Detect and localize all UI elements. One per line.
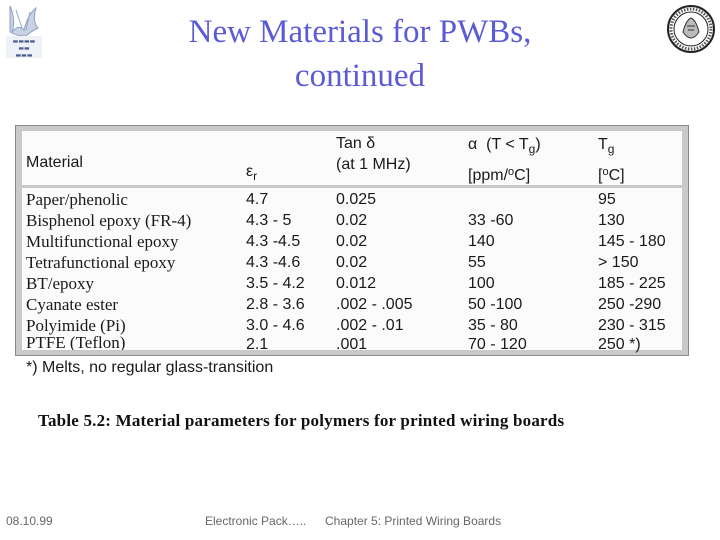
cell-material: Paper/phenolic bbox=[26, 190, 128, 209]
cell-alpha: 70 - 120 bbox=[468, 336, 527, 353]
cell-tg: 230 - 315 bbox=[598, 317, 666, 334]
header-alpha: α (T < Tg) bbox=[468, 134, 541, 160]
cell-tg: 185 - 225 bbox=[598, 275, 666, 292]
header-alpha-condition-sub: g bbox=[528, 142, 536, 156]
cell-material: Polyimide (Pi) bbox=[26, 316, 126, 335]
cell-permittivity: 4.7 bbox=[246, 191, 269, 208]
cell-tg: 130 bbox=[598, 212, 625, 229]
university-logo-left: ▬▬▬▬ ▬▬ ▬▬▬ bbox=[2, 2, 48, 64]
header-permittivity-symbol: ε bbox=[246, 163, 254, 180]
cell-tan-delta: .001 bbox=[336, 336, 368, 353]
header-alpha-unit: [ppm/oC] bbox=[468, 162, 530, 186]
material-table: Material εr Tan δ (at 1 MHz) α (T < Tg) … bbox=[15, 125, 689, 356]
cell-material: BT/epoxy bbox=[26, 274, 94, 293]
footer-course: Electronic Pack….. bbox=[205, 514, 307, 528]
header-permittivity: εr bbox=[246, 161, 257, 187]
cell-permittivity: 3.0 - 4.6 bbox=[246, 317, 305, 334]
cell-alpha: 35 - 80 bbox=[468, 317, 518, 334]
header-alpha-unit-degree: o bbox=[508, 166, 515, 178]
slide-title: New Materials for PWBs, continued bbox=[120, 10, 600, 98]
header-tg-unit-degree: o bbox=[602, 166, 609, 178]
header-tg-unit-end: C] bbox=[608, 167, 625, 184]
cell-tg: 250 -290 bbox=[598, 296, 662, 313]
cell-tan-delta: .002 - .005 bbox=[336, 296, 413, 313]
cell-tg: > 150 bbox=[598, 254, 639, 271]
cell-permittivity: 4.3 - 5 bbox=[246, 212, 292, 229]
cell-tan-delta: 0.02 bbox=[336, 254, 368, 271]
header-material: Material bbox=[26, 154, 83, 171]
svg-text:▬▬: ▬▬ bbox=[18, 45, 30, 52]
footer-date: 08.10.99 bbox=[6, 514, 53, 528]
cell-tg: 95 bbox=[598, 191, 616, 208]
header-alpha-condition: (T < T bbox=[486, 136, 529, 153]
cell-tan-delta: .002 - .01 bbox=[336, 317, 404, 334]
cell-alpha: 140 bbox=[468, 233, 495, 250]
header-tg: Tg bbox=[598, 134, 614, 160]
cell-tg: 250 *) bbox=[598, 336, 641, 353]
cell-material: Cyanate ester bbox=[26, 295, 119, 314]
slide-title-line-1: New Materials for PWBs, bbox=[188, 14, 532, 50]
cell-alpha: 33 -60 bbox=[468, 212, 514, 229]
cell-material: PTFE (Teflon) bbox=[26, 336, 126, 350]
header-tg-unit-start: [ bbox=[598, 167, 603, 184]
cell-tan-delta: 0.012 bbox=[336, 275, 377, 292]
cell-alpha: 100 bbox=[468, 275, 495, 292]
svg-text:▬▬▬: ▬▬▬ bbox=[15, 52, 32, 59]
header-tan-delta-frequency: (at 1 MHz) bbox=[336, 156, 411, 173]
header-tg-symbol: T bbox=[598, 136, 608, 153]
cell-tg: 145 - 180 bbox=[598, 233, 666, 250]
cell-material: Bisphenol epoxy (FR-4) bbox=[26, 211, 192, 230]
cell-permittivity: 2.8 - 3.6 bbox=[246, 296, 305, 313]
header-divider bbox=[22, 185, 682, 188]
header-tg-sub: g bbox=[607, 142, 615, 156]
material-table-body: Material εr Tan δ (at 1 MHz) α (T < Tg) … bbox=[22, 131, 682, 353]
slide-title-line-2: continued bbox=[294, 58, 426, 94]
header-tg-unit: [oC] bbox=[598, 162, 625, 186]
cell-alpha: 50 -100 bbox=[468, 296, 523, 313]
cell-permittivity: 3.5 - 4.2 bbox=[246, 275, 305, 292]
cell-tan-delta: 0.02 bbox=[336, 233, 368, 250]
cell-material: Tetrafunctional epoxy bbox=[26, 253, 176, 272]
university-seal-right bbox=[666, 4, 716, 54]
footer-chapter: Chapter 5: Printed Wiring Boards bbox=[325, 514, 502, 528]
table-caption: Table 5.2: Material parameters for polym… bbox=[38, 411, 565, 430]
svg-text:▬▬▬▬: ▬▬▬▬ bbox=[13, 38, 36, 45]
cell-alpha: 55 bbox=[468, 254, 486, 271]
header-alpha-symbol: α bbox=[468, 136, 478, 153]
cell-tan-delta: 0.025 bbox=[336, 191, 377, 208]
header-alpha-condition-close: ) bbox=[535, 136, 541, 153]
cell-permittivity: 4.3 -4.5 bbox=[246, 233, 301, 250]
header-alpha-unit-start: [ppm/ bbox=[468, 167, 509, 184]
table-footnote: *) Melts, no regular glass-transition bbox=[26, 359, 274, 376]
header-permittivity-sub: r bbox=[253, 169, 258, 183]
header-tan-delta: Tan δ bbox=[336, 135, 376, 152]
cell-permittivity: 2.1 bbox=[246, 336, 269, 353]
cell-permittivity: 4.3 -4.6 bbox=[246, 254, 301, 271]
cell-material: Multifunctional epoxy bbox=[26, 232, 179, 251]
cell-tan-delta: 0.02 bbox=[336, 212, 368, 229]
header-alpha-unit-end: C] bbox=[514, 167, 531, 184]
